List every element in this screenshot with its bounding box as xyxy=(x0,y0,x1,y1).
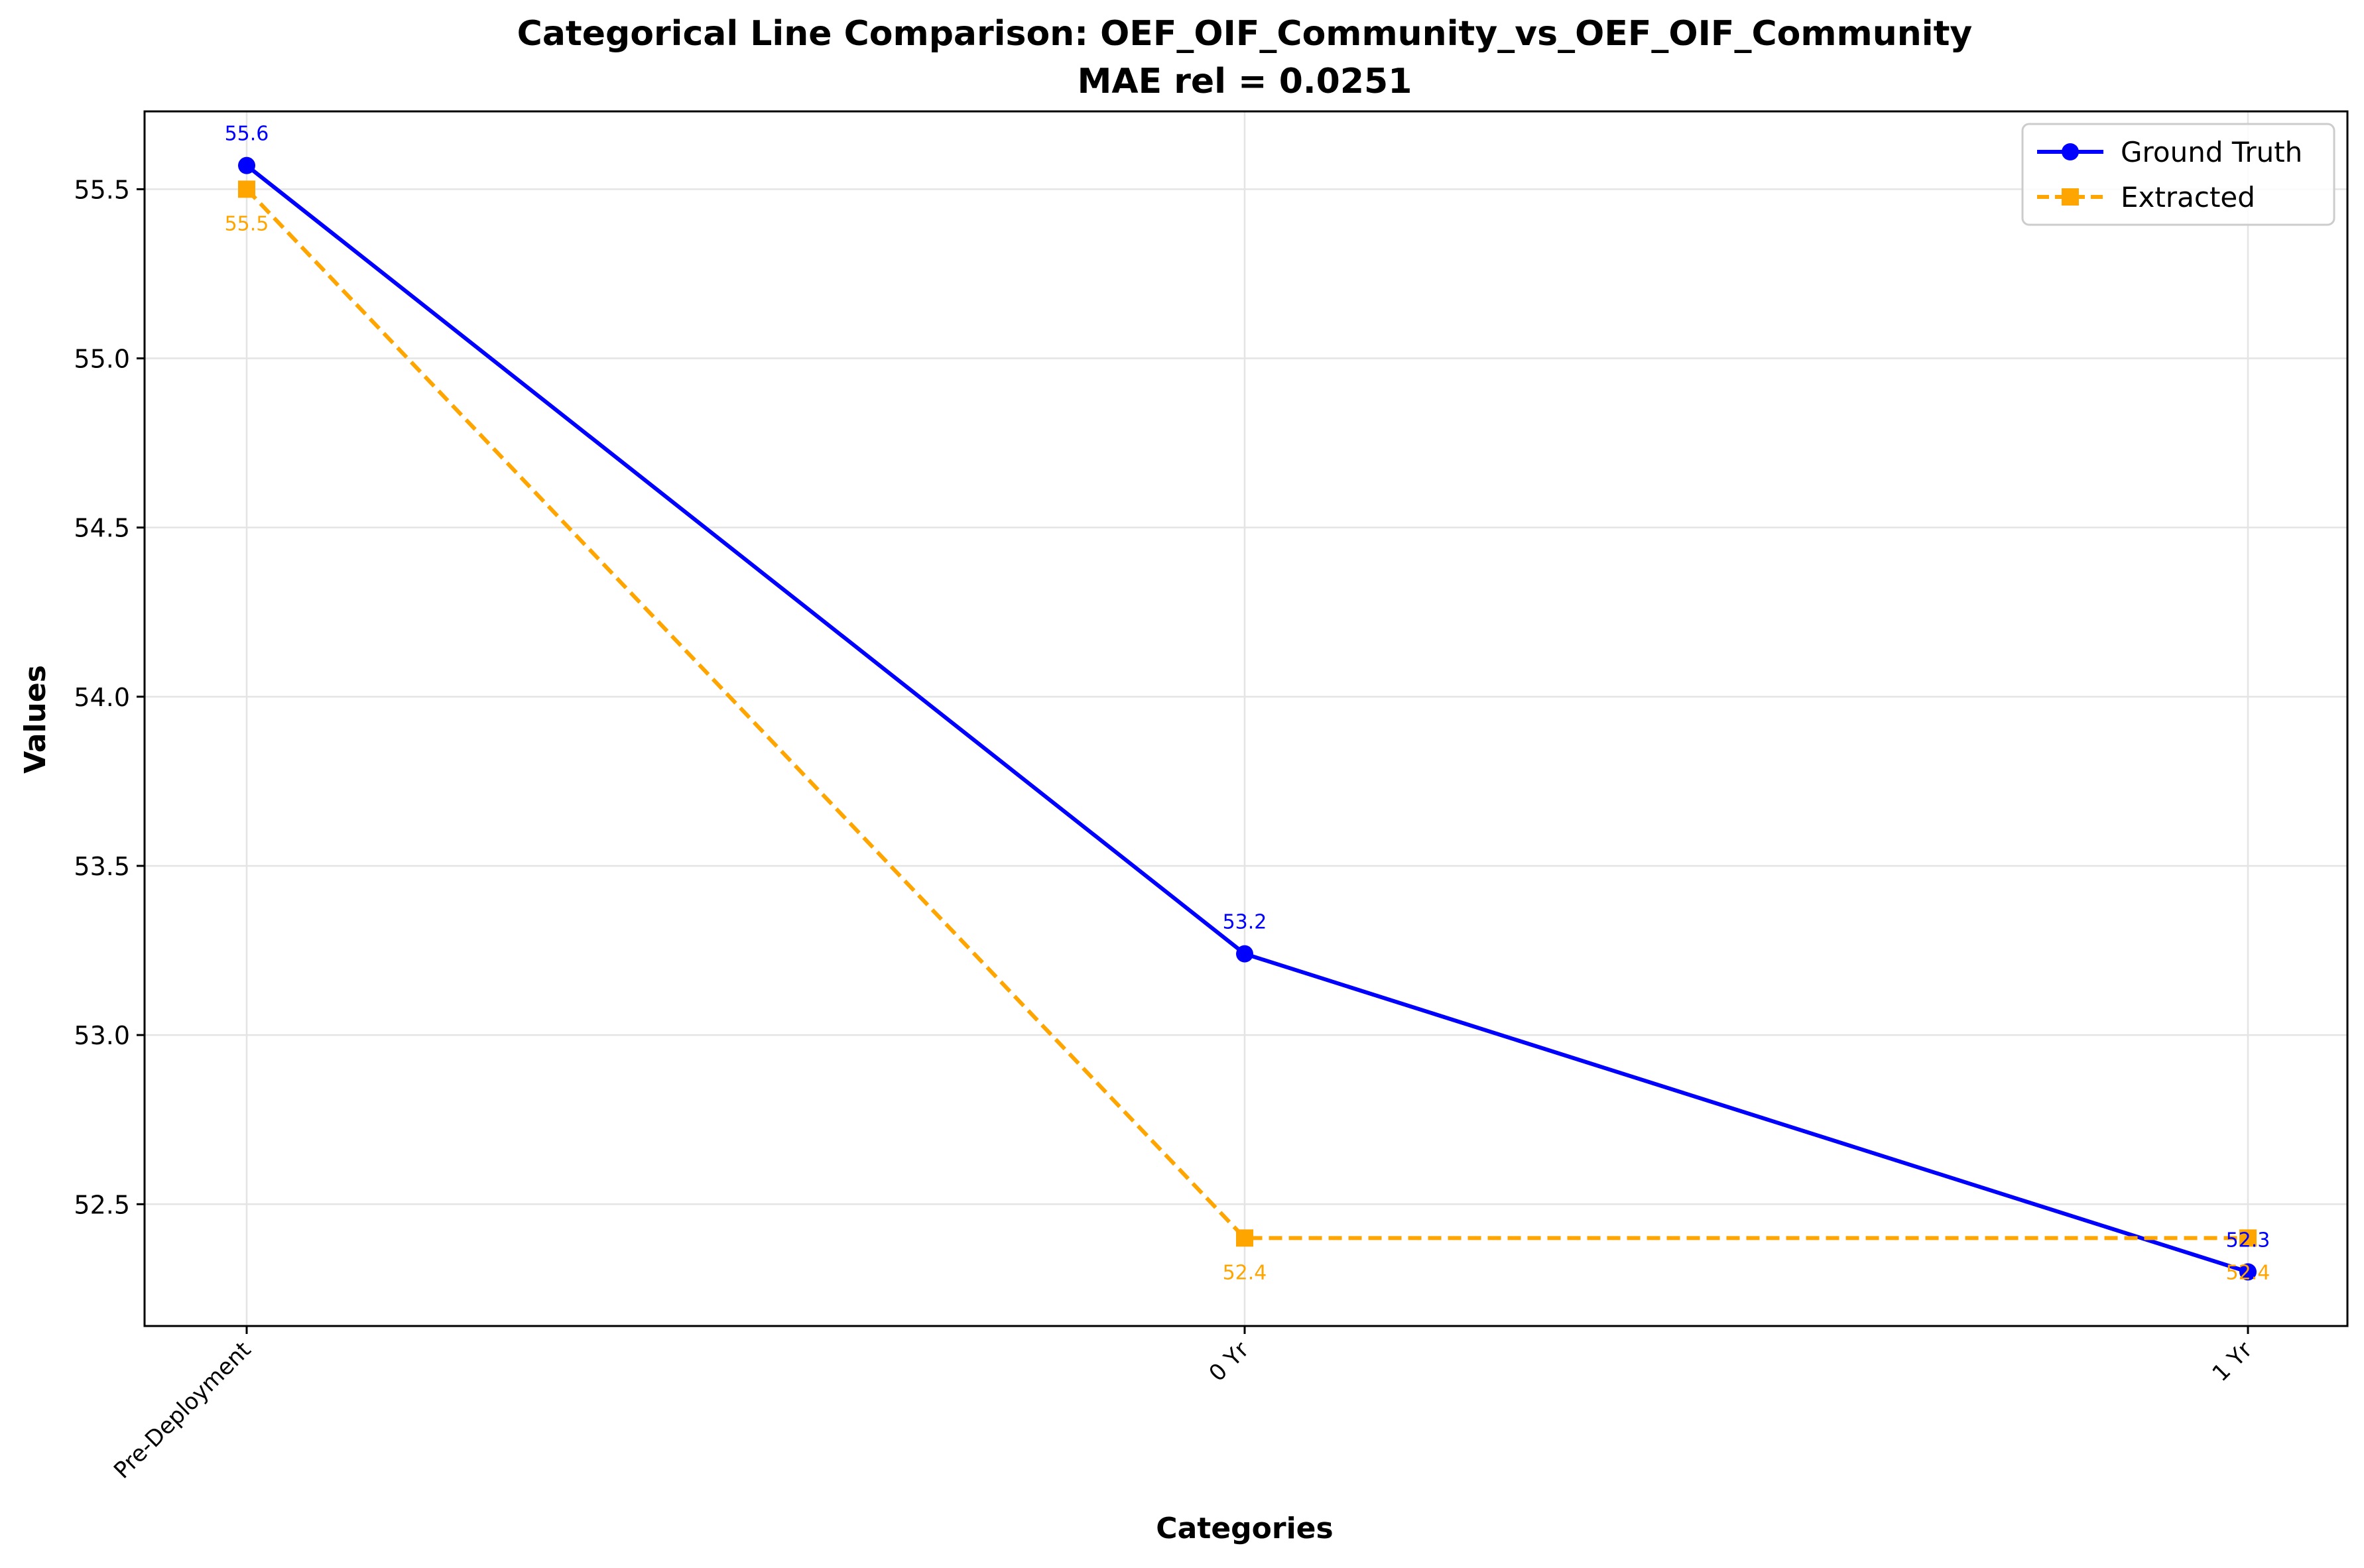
y-tick-label: 54.5 xyxy=(74,514,130,543)
extracted-point xyxy=(2239,1229,2257,1247)
x-axis-label: Categories xyxy=(1156,1512,1333,1545)
extracted-data-label: 52.4 xyxy=(2226,1261,2271,1284)
series-line-extracted xyxy=(245,188,2248,1240)
legend-ground-truth-label: Ground Truth xyxy=(2121,136,2302,168)
ground-truth-data-label: 53.2 xyxy=(1223,911,1267,934)
extracted-data-label: 52.4 xyxy=(1223,1261,1267,1284)
legend-ground-truth-marker xyxy=(2062,143,2079,160)
y-tick-label: 53.5 xyxy=(74,852,130,881)
y-tick-label: 55.5 xyxy=(74,175,130,204)
plot-frame xyxy=(143,110,2349,1327)
chart-title: Categorical Line Comparison: OEF_OIF_Com… xyxy=(517,14,1973,54)
ground-truth-point xyxy=(1236,945,1253,963)
ground-truth-point xyxy=(2239,1263,2257,1281)
ground-truth-data-label: 55.6 xyxy=(225,123,269,146)
y-tick-label: 54.0 xyxy=(74,683,130,712)
data-label-layer: 55.6 53.2 52.3 55.5 52.4 52.4 xyxy=(225,123,2271,1285)
legend-extracted-marker xyxy=(2062,188,2079,206)
legend-frame xyxy=(2021,123,2335,226)
chart-subtitle: MAE rel = 0.0251 xyxy=(1078,62,1412,101)
grid-layer xyxy=(145,111,2347,1326)
extracted-data-label: 55.5 xyxy=(225,212,269,235)
y-tick-label: 55.0 xyxy=(74,345,130,374)
y-axis-label: Values xyxy=(19,665,52,774)
extracted-point xyxy=(1236,1229,1253,1247)
series-layer xyxy=(238,156,2257,1281)
y-tick-label: 52.5 xyxy=(74,1190,130,1219)
legend: Ground Truth Extracted xyxy=(2021,123,2335,226)
extracted-point xyxy=(238,180,255,198)
y-tick-label: 53.0 xyxy=(74,1021,130,1050)
legend-extracted-label: Extracted xyxy=(2121,181,2255,213)
ground-truth-data-label: 52.3 xyxy=(2226,1229,2271,1252)
ground-truth-point xyxy=(238,156,255,174)
